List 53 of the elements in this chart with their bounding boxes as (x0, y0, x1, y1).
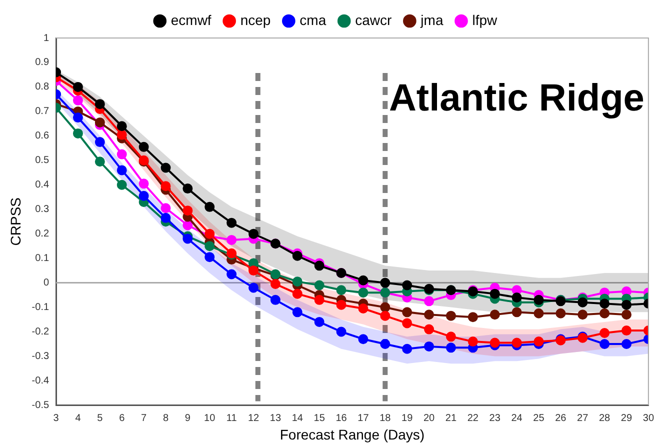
x-tick-label: 21 (445, 412, 457, 424)
x-tick-label: 10 (204, 412, 216, 424)
y-tick-label: 0.8 (35, 82, 50, 93)
y-tick-label: -0.3 (32, 350, 50, 362)
x-tick-label: 13 (270, 412, 282, 424)
x-tick-label: 23 (489, 412, 501, 424)
x-tick-label: 3 (53, 412, 60, 424)
x-tick-label: 19 (402, 412, 414, 424)
y-tick-label: -0.2 (32, 326, 50, 338)
x-tick-label: 6 (119, 412, 126, 424)
legend-label: ncep (240, 12, 271, 28)
x-tick-label: 11 (226, 412, 238, 424)
legend-label: lfpw (472, 12, 498, 28)
text: Atlantic Ridge (388, 77, 644, 120)
y-tick-label: 0.5 (35, 155, 50, 166)
x-tick-label: 28 (598, 412, 611, 424)
x-tick-label: 29 (620, 412, 632, 424)
x-tick-label: 15 (314, 412, 326, 424)
legend-label: cma (300, 12, 326, 28)
y-tick-label: 1 (43, 32, 50, 44)
x-tick-label: 4 (75, 412, 82, 424)
y-tick-label: 0.4 (35, 180, 50, 191)
x-tick-label: 8 (162, 412, 169, 424)
x-tick-label: 18 (380, 412, 392, 424)
x-tick-label: 25 (533, 412, 545, 424)
x-tick-label: 30 (642, 412, 654, 424)
y-tick-label: -0.1 (32, 302, 50, 314)
x-tick-label: 17 (358, 412, 370, 424)
x-axis-title: Forecast Range (Days) (280, 426, 425, 442)
y-tick-label: 0.1 (35, 253, 50, 264)
y-tick-label: -0.4 (32, 375, 50, 386)
legend-label: cawcr (355, 12, 392, 28)
y-tick-label: -0.5 (32, 400, 50, 411)
x-tick-label: 12 (248, 412, 260, 424)
legend-label: ecmwf (170, 12, 212, 28)
x-tick-label: 27 (577, 412, 589, 424)
x-tick-label: 9 (184, 412, 191, 424)
y-axis-title: CRPSS (7, 197, 24, 246)
y-tick-label: 0.2 (35, 228, 50, 240)
y-tick-label: 0.9 (35, 57, 50, 68)
x-tick-label: 26 (555, 412, 567, 424)
y-tick-label: 0.7 (35, 106, 50, 118)
x-tick-label: 20 (423, 412, 436, 424)
x-tick-label: 24 (511, 412, 523, 424)
y-tick-label: 0 (43, 278, 50, 289)
x-tick-label: 22 (467, 412, 479, 424)
x-tick-label: 5 (97, 412, 104, 424)
x-tick-label: 16 (336, 412, 348, 424)
x-tick-label: 7 (141, 412, 148, 424)
y-tick-label: 0.6 (35, 130, 50, 142)
y-tick-label: 0.3 (35, 204, 50, 216)
x-tick-label: 14 (292, 412, 304, 424)
legend-label: jma (420, 12, 444, 28)
